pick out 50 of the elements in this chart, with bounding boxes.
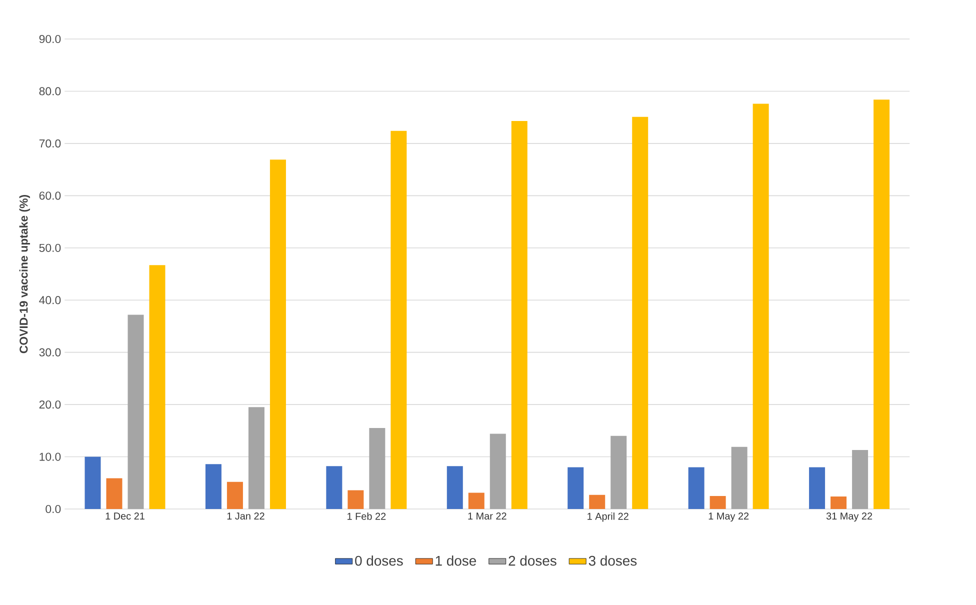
- y-tick-label: 50.0: [39, 244, 61, 252]
- x-tick-label: 1 Dec 21: [106, 512, 144, 520]
- bar: [511, 120, 528, 509]
- x-tick-label: 31 May 22: [826, 512, 872, 522]
- x-tick-label: 1 Mar 22: [468, 512, 506, 520]
- bar: [248, 407, 264, 509]
- y-tick-label: 40.0: [39, 296, 61, 304]
- x-tick-label: 1 April 22: [588, 512, 628, 522]
- bar: [106, 478, 122, 509]
- bar: [149, 265, 166, 509]
- bar: [688, 467, 704, 509]
- bar: [568, 467, 584, 509]
- bar: [205, 464, 222, 509]
- bar: [468, 492, 484, 509]
- y-tick-label: 10.0: [40, 452, 61, 461]
- bar: [809, 467, 826, 509]
- x-tick-label: 1 Jan 22: [227, 512, 264, 520]
- bar: [852, 450, 868, 509]
- bar: [610, 436, 627, 509]
- bar: [326, 466, 342, 509]
- y-axis-title: COVID-19 vaccine uptake (%): [19, 194, 30, 354]
- legend-label: 2 doses: [508, 555, 556, 566]
- y-tick-label: 70.0: [39, 139, 61, 148]
- bar: [84, 456, 101, 509]
- bar: [589, 494, 606, 509]
- y-tick-label: 0.0: [46, 504, 61, 514]
- bar: [490, 434, 506, 509]
- bar: [348, 490, 364, 509]
- bar: [369, 428, 386, 509]
- legend-label: 0 doses: [355, 555, 403, 566]
- bar: [226, 482, 243, 509]
- bar: [270, 160, 286, 509]
- x-tick-label: 1 May 22: [708, 512, 749, 522]
- bar: [752, 104, 769, 509]
- bar: [128, 314, 144, 509]
- bar: [632, 116, 648, 509]
- y-tick-label: 60.0: [39, 192, 61, 200]
- bar: [710, 496, 726, 509]
- bar: [390, 130, 407, 509]
- bar: [874, 100, 890, 509]
- bar: [731, 446, 748, 509]
- x-tick-label: 1 Feb 22: [348, 512, 386, 520]
- y-tick-label: 20.0: [39, 400, 61, 409]
- legend-label: 3 doses: [588, 555, 637, 566]
- bar: [446, 466, 463, 509]
- bar: [830, 496, 847, 509]
- y-tick-label: 80.0: [39, 87, 61, 96]
- legend-label: 1 dose: [436, 555, 476, 566]
- y-tick-label: 90.0: [39, 34, 61, 44]
- y-tick-label: 30.0: [39, 348, 61, 356]
